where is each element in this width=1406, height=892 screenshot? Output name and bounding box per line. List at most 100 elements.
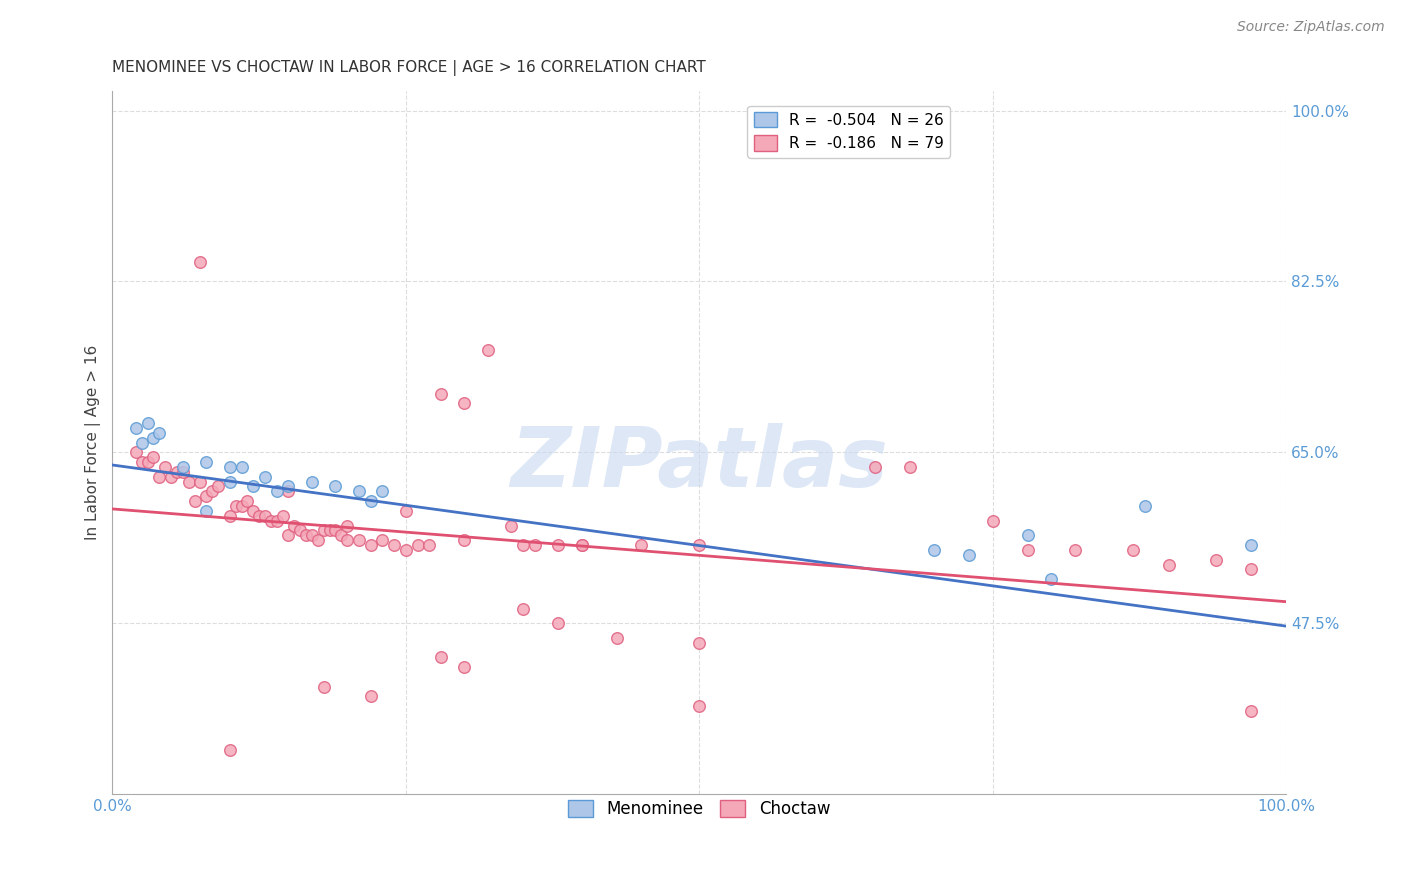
Point [360, 538, 382, 552]
Point [160, 469, 183, 483]
Point [453, 533, 475, 548]
Point [1205, 552, 1227, 566]
Point [325, 479, 347, 493]
Point [1240, 538, 1263, 552]
Point [195, 504, 218, 518]
Point [360, 690, 382, 704]
Point [172, 459, 194, 474]
Point [430, 650, 453, 665]
Point [277, 479, 299, 493]
Point [218, 508, 240, 523]
Point [260, 514, 283, 528]
Point [231, 499, 253, 513]
Point [688, 699, 710, 714]
Point [1157, 558, 1180, 572]
Point [430, 386, 453, 401]
Point [155, 459, 177, 474]
Point [148, 425, 170, 440]
Point [688, 636, 710, 650]
Point [142, 431, 165, 445]
Point [1017, 528, 1039, 542]
Point [166, 465, 188, 479]
Point [218, 459, 240, 474]
Point [523, 538, 546, 552]
Point [218, 475, 240, 489]
Point [512, 601, 534, 615]
Point [266, 484, 288, 499]
Point [382, 538, 405, 552]
Point [330, 528, 353, 542]
Point [136, 416, 159, 430]
Point [863, 459, 886, 474]
Point [571, 538, 593, 552]
Text: MENOMINEE VS CHOCTAW IN LABOR FORCE | AGE > 16 CORRELATION CHART: MENOMINEE VS CHOCTAW IN LABOR FORCE | AG… [112, 60, 706, 76]
Point [347, 533, 370, 548]
Point [477, 343, 499, 357]
Point [371, 484, 394, 499]
Point [312, 524, 335, 538]
Point [295, 528, 318, 542]
Point [547, 616, 569, 631]
Point [125, 445, 148, 459]
Point [277, 528, 299, 542]
Point [336, 533, 359, 548]
Point [231, 459, 253, 474]
Point [253, 508, 276, 523]
Point [148, 469, 170, 483]
Point [136, 455, 159, 469]
Point [418, 538, 440, 552]
Point [177, 475, 200, 489]
Point [236, 494, 259, 508]
Point [981, 514, 1004, 528]
Point [325, 524, 347, 538]
Text: ZIPatlas: ZIPatlas [510, 423, 889, 504]
Point [571, 538, 593, 552]
Point [957, 548, 980, 562]
Point [1240, 562, 1263, 576]
Point [195, 455, 218, 469]
Point [131, 435, 153, 450]
Point [371, 533, 394, 548]
Point [347, 484, 370, 499]
Point [207, 479, 229, 493]
Text: Source: ZipAtlas.com: Source: ZipAtlas.com [1237, 20, 1385, 34]
Point [900, 459, 922, 474]
Point [277, 484, 299, 499]
Point [1040, 572, 1063, 586]
Point [301, 528, 323, 542]
Point [190, 255, 212, 269]
Point [922, 543, 945, 558]
Point [1122, 543, 1144, 558]
Point [125, 421, 148, 435]
Point [283, 518, 305, 533]
Point [360, 494, 382, 508]
Point [395, 543, 418, 558]
Point [318, 524, 340, 538]
Legend: Menominee, Choctaw: Menominee, Choctaw [561, 793, 837, 824]
Point [266, 514, 288, 528]
Point [1017, 543, 1039, 558]
Point [195, 489, 218, 503]
Point [453, 660, 475, 674]
Point [1133, 499, 1156, 513]
Point [307, 533, 329, 548]
Point [142, 450, 165, 465]
Point [336, 518, 359, 533]
Point [242, 504, 264, 518]
Point [131, 455, 153, 469]
Point [512, 538, 534, 552]
Point [1240, 704, 1263, 718]
Point [242, 479, 264, 493]
Point [225, 499, 247, 513]
Point [247, 508, 270, 523]
Point [453, 396, 475, 410]
Point [183, 494, 205, 508]
Point [218, 743, 240, 757]
Point [606, 631, 628, 645]
Point [312, 680, 335, 694]
Y-axis label: In Labor Force | Age > 16: In Labor Force | Age > 16 [86, 345, 101, 541]
Point [201, 484, 224, 499]
Point [630, 538, 652, 552]
Point [190, 475, 212, 489]
Point [172, 465, 194, 479]
